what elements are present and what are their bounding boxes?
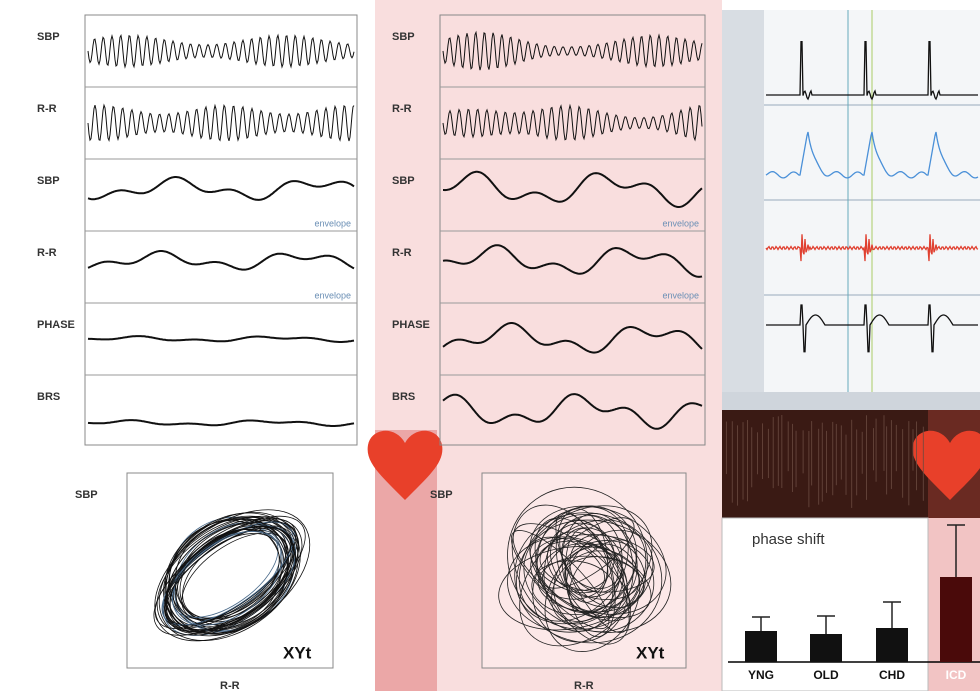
xyt-loop: [559, 519, 619, 593]
heart-icon: [367, 430, 443, 500]
signal-trace: [87, 250, 355, 271]
signal-trace: [87, 103, 355, 142]
xyt-loop: [529, 505, 667, 615]
heart-icon: [912, 430, 980, 500]
signal-trace: [442, 322, 703, 354]
bar: [745, 631, 777, 662]
chart-title: phase shift: [752, 531, 825, 548]
trace-label: SBP: [37, 175, 60, 187]
xyt-loop: [510, 530, 610, 630]
x-tick-label: ICD: [946, 668, 967, 682]
xyt-y-label: SBP: [75, 489, 98, 501]
trace-label: PHASE: [37, 319, 75, 331]
trace-label: R-R: [37, 103, 57, 115]
xyt-loop: [537, 555, 645, 613]
xyt-loop: [181, 532, 289, 621]
xyt-box: [126, 472, 334, 669]
ecg-statusbar: [722, 392, 980, 410]
ecg-trace: [766, 304, 978, 353]
trace-label: R-R: [392, 103, 412, 115]
xyt-loop: [166, 521, 296, 637]
xyt-loop: [156, 515, 299, 636]
xyt-loop: [168, 517, 289, 631]
ecg-trace: [765, 131, 979, 179]
xyt-loop: [544, 543, 641, 652]
x-tick-label: CHD: [879, 668, 905, 682]
xyt-x-label: R-R: [220, 680, 240, 691]
ecg-trace: [766, 41, 978, 101]
ecg-sidebar: [722, 10, 764, 410]
xyt-loop: [565, 528, 616, 638]
xyt-loop: [553, 540, 655, 633]
drawing-layer: SBP R-R SBP envelope R-R envelope PHASE BRS SBP R…: [37, 10, 980, 691]
xyt-tag: XYt: [636, 643, 665, 662]
xyt-loop: [543, 515, 623, 622]
signal-trace: [442, 244, 703, 278]
signal-trace: [442, 103, 703, 142]
x-tick-label: OLD: [813, 668, 839, 682]
xyt-loop: [519, 519, 647, 647]
trace-label: R-R: [37, 247, 57, 259]
xyt-x-label: R-R: [574, 680, 594, 691]
xyt-loop: [164, 517, 303, 632]
xyt-loop: [564, 546, 623, 598]
trace-label: SBP: [392, 175, 415, 187]
signal-trace: [442, 30, 703, 71]
xyt-loop: [161, 521, 294, 626]
bar: [810, 634, 842, 662]
trace-label: SBP: [392, 31, 415, 43]
signal-trace: [87, 335, 355, 343]
bar: [876, 628, 908, 662]
trace-box: [84, 14, 358, 446]
xyt-loop: [512, 523, 632, 622]
xyt-loop: [547, 522, 615, 591]
xyt-loop: [555, 508, 608, 603]
signal-trace: [87, 33, 355, 69]
signal-trace: [442, 393, 703, 430]
xyt-loop: [555, 512, 630, 633]
xyt-loop: [162, 521, 298, 629]
xyt-loop: [172, 531, 283, 626]
signal-trace: [443, 170, 703, 208]
xyt-loop: [165, 512, 299, 634]
xyt-loop: [529, 536, 605, 594]
xyt-loop: [561, 527, 623, 590]
xyt-loop: [531, 560, 615, 616]
trace-label: BRS: [37, 391, 60, 403]
xyt-tag: XYt: [283, 643, 312, 662]
xyt-loop: [174, 529, 280, 622]
trace-label: PHASE: [392, 319, 430, 331]
ecg-screen: [722, 10, 980, 410]
trace-label: R-R: [392, 247, 412, 259]
ecg-trace: [765, 234, 979, 262]
xyt-loop: [172, 524, 287, 620]
envelope-label: envelope: [314, 290, 351, 300]
xyt-loop: [168, 520, 282, 629]
xyt-loop: [532, 543, 629, 643]
trace-label: BRS: [392, 391, 415, 403]
envelope-label: envelope: [662, 290, 699, 300]
trace-box: [439, 14, 706, 446]
xyt-y-label: SBP: [430, 489, 453, 501]
xyt-loop: [507, 486, 648, 630]
signal-trace: [87, 419, 355, 427]
envelope-label: envelope: [662, 218, 699, 228]
xyt-box: [481, 472, 687, 669]
envelope-label: envelope: [314, 218, 351, 228]
signal-trace: [87, 176, 355, 201]
trace-label: SBP: [37, 31, 60, 43]
bar: [940, 577, 972, 662]
xyt-loop: [561, 513, 634, 618]
x-tick-label: YNG: [748, 668, 774, 682]
